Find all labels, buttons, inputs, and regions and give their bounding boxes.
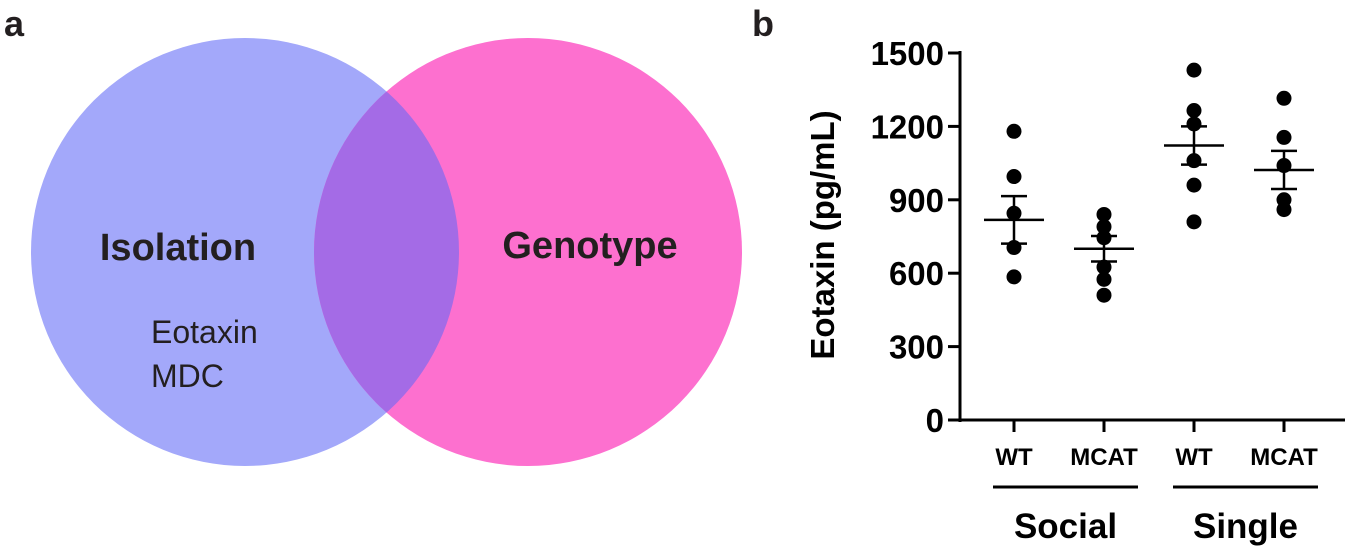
y-tick-label: 0 [926, 402, 944, 439]
data-point [1096, 219, 1112, 235]
x-category-label: WT [1175, 444, 1213, 471]
x-category-label: MCAT [1250, 444, 1318, 471]
data-point [1006, 269, 1022, 285]
y-axis-label: Eotaxin (pg/mL) [804, 110, 841, 359]
x-category-label: WT [995, 444, 1033, 471]
data-point [1186, 62, 1202, 78]
data-point [1186, 177, 1202, 193]
panel-label-b: b [752, 3, 774, 44]
data-point [1096, 206, 1112, 222]
chart-plot-area: 0 300 600 900 1200 1500 WT MCAT WT MCAT Social Sing… [871, 35, 1345, 546]
data-point [1096, 259, 1112, 275]
x-category-label: MCAT [1070, 444, 1138, 471]
y-tick-label: 300 [889, 329, 944, 366]
group-label: Single [1193, 507, 1298, 546]
venn-item-mdc: MDC [151, 358, 224, 394]
group-label: Social [1014, 507, 1117, 546]
chart-panel: b Eotaxin (pg/mL) 0 300 600 900 1200 1500 WT MC… [752, 3, 1345, 546]
venn-label-genotype: Genotype [502, 225, 677, 267]
y-tick-label: 1200 [871, 108, 944, 145]
data-point [1006, 169, 1022, 185]
data-point [1276, 129, 1292, 145]
venn-item-eotaxin: Eotaxin [151, 314, 258, 350]
data-point [1186, 116, 1202, 132]
data-point [1096, 287, 1112, 303]
data-point [1186, 102, 1202, 118]
data-point [1006, 123, 1022, 139]
data-point [1276, 202, 1292, 218]
y-tick-label: 900 [889, 182, 944, 219]
venn-label-isolation: Isolation [100, 227, 256, 269]
data-point [1186, 214, 1202, 230]
venn-overlap [314, 38, 459, 466]
data-point [1096, 271, 1112, 287]
panel-label-a: a [4, 3, 25, 44]
y-tick-label: 600 [889, 255, 944, 292]
data-point [1276, 90, 1292, 106]
y-tick-label: 1500 [871, 35, 944, 72]
venn-panel: a Isolation Genotype Eotaxin MDC [4, 3, 742, 466]
